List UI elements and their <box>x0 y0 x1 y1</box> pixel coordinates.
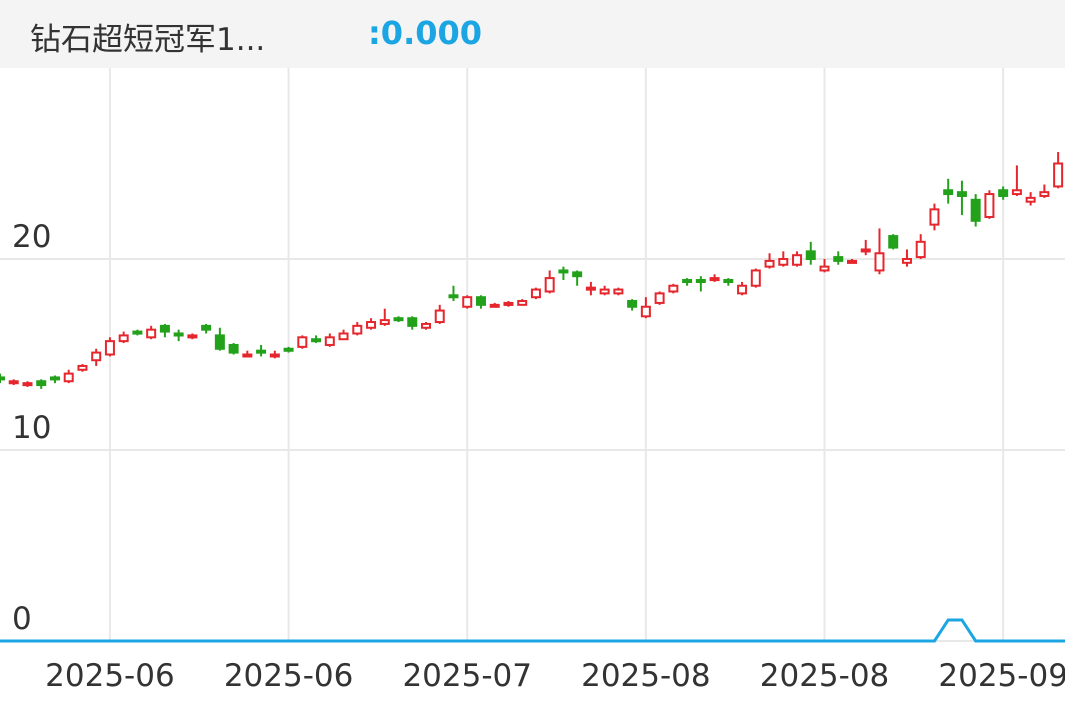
candle-body <box>77 364 88 371</box>
candle-body <box>929 208 940 226</box>
candle-body <box>709 277 720 282</box>
candle-body <box>530 288 541 299</box>
candle-body <box>668 284 679 293</box>
candle-body <box>324 336 335 346</box>
candle-body <box>599 288 610 295</box>
candle-body <box>489 303 500 308</box>
candle-body <box>0 376 5 381</box>
candle-body <box>8 380 19 385</box>
candle-body <box>283 347 294 352</box>
candle-body <box>297 336 308 348</box>
candle-body <box>613 288 624 295</box>
candle-body <box>695 279 706 284</box>
candle-body <box>448 294 459 299</box>
candle-body <box>187 334 198 339</box>
candle-body <box>764 259 775 268</box>
candle-body <box>104 340 115 356</box>
indicator-line <box>0 618 1065 643</box>
candle-body <box>434 309 445 324</box>
header-title: 钻石超短冠军1... <box>30 22 266 58</box>
candle-body <box>379 319 390 325</box>
y-tick-label: 10 <box>12 410 51 446</box>
candle-body <box>792 254 803 266</box>
candle-body <box>901 258 912 264</box>
candle-body <box>159 324 170 333</box>
candle-body <box>778 258 789 266</box>
candle-body <box>173 332 184 337</box>
x-tick-label: 2025-06 <box>224 658 354 694</box>
candle-body <box>366 321 377 329</box>
candle-body <box>201 324 212 331</box>
candle-body <box>654 292 665 304</box>
candle-body <box>558 269 569 274</box>
candle-body <box>970 198 981 222</box>
candle-body <box>819 265 830 272</box>
candle-body <box>269 353 280 358</box>
candle-body <box>737 284 748 295</box>
candle-body <box>118 334 129 343</box>
candle-body <box>627 300 638 308</box>
candle-body <box>888 235 899 249</box>
candle-body <box>421 322 431 329</box>
candle-body <box>1025 196 1036 203</box>
candle-body <box>228 343 239 354</box>
candle-body <box>132 330 143 335</box>
candle-body <box>640 305 651 318</box>
candle-body <box>723 279 734 284</box>
candle-body <box>503 301 514 306</box>
candle-body <box>874 252 885 272</box>
candle-body <box>63 372 74 383</box>
candle-body <box>22 382 33 387</box>
candle-body <box>517 300 528 306</box>
candle-body <box>475 296 486 306</box>
header-value: :0.000 <box>368 14 483 52</box>
candle-body <box>36 380 47 387</box>
x-tick-label: 2025-08 <box>760 658 890 694</box>
header: 钻石超短冠军1... :0.000 <box>0 0 1065 68</box>
candle-body <box>943 189 954 196</box>
candle-body <box>256 349 267 354</box>
candle-body <box>915 240 926 259</box>
candle-body <box>544 277 555 293</box>
candle-body <box>1039 191 1050 197</box>
candle-body <box>984 193 995 218</box>
candle-body <box>462 296 473 308</box>
candle-body <box>860 248 871 253</box>
y-tick-label: 0 <box>12 601 32 637</box>
candle-body <box>572 271 583 278</box>
candle-body <box>352 324 363 335</box>
candle-body <box>805 250 816 261</box>
candle-body <box>91 351 102 362</box>
candle-body <box>49 376 60 381</box>
y-tick-label: 20 <box>12 219 51 255</box>
candle-body <box>407 317 418 327</box>
candle-body <box>242 353 253 358</box>
candle-body <box>214 334 225 350</box>
candle-body <box>311 338 322 343</box>
x-tick-label: 2025-08 <box>581 658 711 694</box>
candle-body <box>847 259 857 264</box>
candle-body <box>1011 189 1022 196</box>
candle-body <box>833 256 844 262</box>
candle-body <box>393 317 404 322</box>
x-tick-label: 2025-07 <box>402 658 532 694</box>
candle-body <box>146 328 157 339</box>
candle-body <box>585 286 596 291</box>
x-tick-label: 2025-06 <box>45 658 175 694</box>
candle-body <box>338 332 349 341</box>
candle-body <box>1053 162 1064 188</box>
x-tick-label: 2025-09 <box>938 658 1065 694</box>
candle-body <box>682 279 693 284</box>
candle-body <box>956 191 967 197</box>
candle-body <box>998 189 1009 197</box>
candle-body <box>750 269 761 287</box>
